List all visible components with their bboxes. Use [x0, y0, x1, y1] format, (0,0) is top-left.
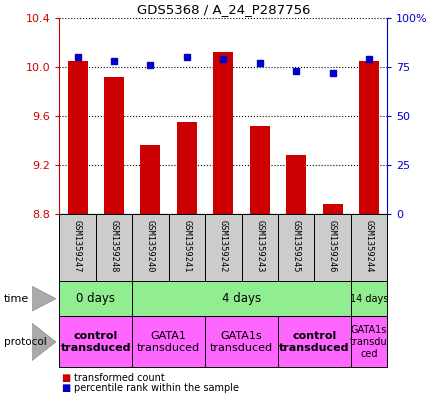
Bar: [213, 52, 233, 214]
Text: GSM1359244: GSM1359244: [364, 220, 374, 272]
Text: GSM1359246: GSM1359246: [328, 220, 337, 272]
Text: protocol: protocol: [4, 337, 46, 347]
Text: transformed count: transformed count: [74, 373, 165, 383]
Text: 4 days: 4 days: [222, 292, 261, 305]
Bar: [278, 316, 351, 367]
Bar: [323, 204, 343, 214]
Polygon shape: [32, 323, 56, 361]
Text: ■: ■: [62, 383, 71, 393]
Bar: [314, 214, 351, 281]
Text: GSM1359247: GSM1359247: [73, 220, 82, 272]
Bar: [132, 281, 351, 316]
Bar: [59, 281, 132, 316]
Bar: [205, 214, 242, 281]
Bar: [59, 214, 96, 281]
Text: GSM1359243: GSM1359243: [255, 220, 264, 272]
Bar: [68, 61, 88, 214]
Text: GSM1359241: GSM1359241: [182, 220, 191, 272]
Bar: [242, 214, 278, 281]
Bar: [177, 122, 197, 214]
Text: 0 days: 0 days: [76, 292, 115, 305]
Text: GATA1s
transdu
ced: GATA1s transdu ced: [350, 325, 388, 358]
Text: GSM1359245: GSM1359245: [292, 220, 301, 272]
Bar: [286, 155, 306, 214]
Bar: [205, 316, 278, 367]
Text: 14 days: 14 days: [350, 294, 388, 304]
Text: ■: ■: [62, 373, 71, 383]
Bar: [351, 316, 387, 367]
Text: GSM1359248: GSM1359248: [110, 220, 118, 272]
Text: control
transduced: control transduced: [279, 331, 350, 353]
Bar: [250, 126, 270, 214]
Text: percentile rank within the sample: percentile rank within the sample: [74, 383, 239, 393]
Title: GDS5368 / A_24_P287756: GDS5368 / A_24_P287756: [136, 4, 310, 17]
Bar: [169, 214, 205, 281]
Bar: [351, 214, 387, 281]
Text: GSM1359240: GSM1359240: [146, 220, 155, 272]
Text: GATA1
transduced: GATA1 transduced: [137, 331, 200, 353]
Text: GATA1s
transduced: GATA1s transduced: [210, 331, 273, 353]
Bar: [132, 316, 205, 367]
Text: GSM1359242: GSM1359242: [219, 220, 228, 272]
Bar: [132, 214, 169, 281]
Bar: [96, 214, 132, 281]
Text: control
transduced: control transduced: [61, 331, 131, 353]
Polygon shape: [32, 286, 56, 311]
Bar: [351, 281, 387, 316]
Bar: [140, 145, 161, 214]
Bar: [359, 61, 379, 214]
Bar: [278, 214, 314, 281]
Bar: [104, 77, 124, 214]
Bar: [59, 316, 132, 367]
Text: time: time: [4, 294, 29, 304]
